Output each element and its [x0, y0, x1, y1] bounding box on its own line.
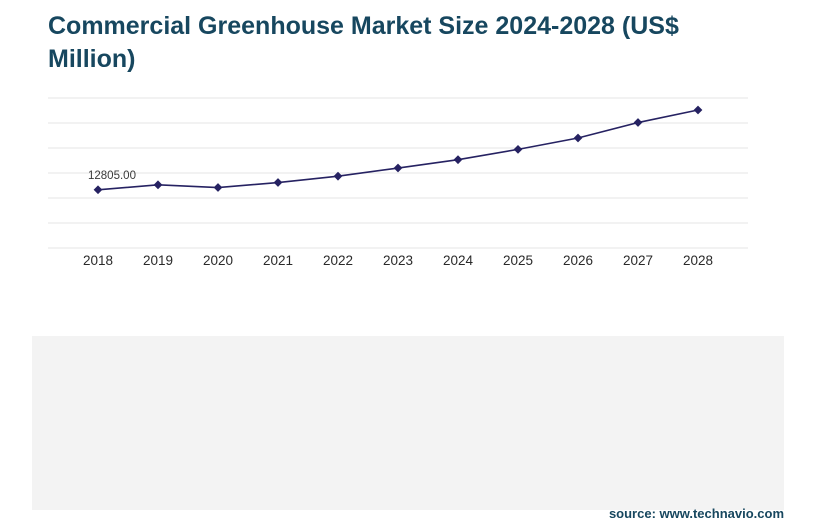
source-credit: source: www.technavio.com	[608, 506, 784, 521]
svg-text:2021: 2021	[263, 253, 293, 268]
svg-text:12805.00: 12805.00	[88, 170, 136, 182]
svg-text:2020: 2020	[203, 253, 233, 268]
svg-text:2024: 2024	[443, 253, 474, 268]
svg-text:2025: 2025	[503, 253, 533, 268]
svg-text:2023: 2023	[383, 253, 413, 268]
page-title: Commercial Greenhouse Market Size 2024-2…	[48, 12, 679, 73]
market-size-line-chart: 12805.00 2018 2019 2020 2021 2022 2023 2024 2025…	[48, 97, 748, 268]
svg-text:2028: 2028	[683, 253, 713, 268]
stats-panel: 10.45% 2024 Year-over-Year ACCELERATING …	[32, 336, 784, 510]
svg-text:2022: 2022	[323, 253, 353, 268]
svg-text:2027: 2027	[623, 253, 653, 268]
svg-text:2019: 2019	[143, 253, 173, 268]
svg-text:2026: 2026	[563, 253, 593, 268]
svg-text:2018: 2018	[83, 253, 113, 268]
